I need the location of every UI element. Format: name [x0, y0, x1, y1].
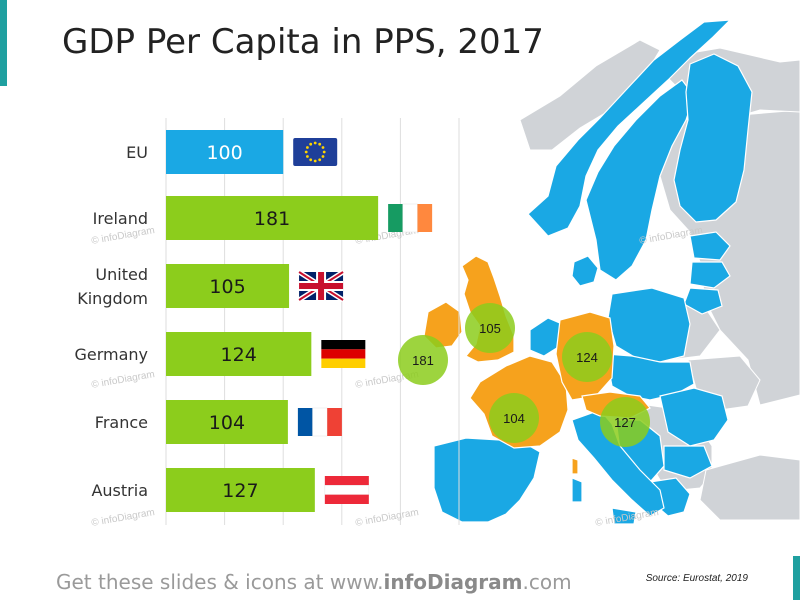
footer-prefix: Get these slides & icons at www.: [56, 570, 384, 594]
map-eu-land: [433, 19, 753, 525]
category-label: France: [95, 413, 148, 432]
left-accent-bar: [0, 0, 7, 86]
map-bubble-austria: 127: [600, 397, 650, 447]
map-bubble-value: 124: [576, 350, 598, 365]
ireland-flag-icon: [388, 203, 433, 233]
uk-flag-icon: [297, 269, 345, 303]
bar-france: [166, 400, 288, 444]
bar-value-label: 124: [221, 344, 257, 366]
chart-gridlines: [165, 118, 460, 525]
footer-suffix: .com: [522, 570, 572, 594]
map-bubble-value: 127: [614, 415, 636, 430]
watermark-text: © infoDiagram: [91, 369, 156, 391]
watermark-text: © infoDiagram: [355, 507, 420, 529]
footer-brand: infoDiagram: [383, 570, 523, 594]
footer-promo: Get these slides & icons at www.infoDiag…: [56, 570, 572, 594]
map-bubbles: 181 105 124 104 127: [398, 303, 650, 447]
watermark-text: © infoDiagram: [91, 225, 156, 247]
austria-flag-icon: [324, 476, 370, 504]
bars: 100 EU 181 Ireland 105 United Kingdom 124 German…: [74, 130, 433, 512]
category-label: Austria: [91, 481, 148, 500]
watermark-text: © infoDiagram: [595, 507, 660, 529]
bar-value-label: 181: [254, 208, 290, 230]
right-accent-bar: [793, 556, 800, 600]
category-label: Ireland: [93, 209, 148, 228]
france-flag-icon: [297, 407, 342, 437]
bar-austria: [166, 468, 315, 512]
bar-value-label: 127: [222, 480, 258, 502]
germany-flag-icon: [321, 340, 366, 368]
category-label: EU: [126, 143, 148, 162]
bar-value-label: 100: [206, 142, 242, 164]
bar-eu: [166, 130, 284, 174]
category-label: United Kingdom: [77, 265, 148, 308]
eu-flag-icon: [293, 138, 338, 166]
category-label: Germany: [74, 345, 148, 364]
map-bubble-ireland: 181: [398, 335, 448, 385]
map-bubble-united-kingdom: 105: [465, 303, 515, 353]
map-bubble-value: 105: [479, 321, 501, 336]
map-bubble-germany: 124: [562, 332, 612, 382]
source-note: Source: Eurostat, 2019: [645, 573, 748, 584]
map-bubble-value: 181: [412, 353, 434, 368]
map-bubble-value: 104: [503, 411, 525, 426]
map-bubble-france: 104: [489, 393, 539, 443]
watermark-text: © infoDiagram: [639, 225, 704, 247]
bar-germany: [166, 332, 312, 376]
bar-ireland: [166, 196, 379, 240]
bar-value-label: 105: [209, 276, 245, 298]
bar-united-kingdom: [166, 264, 290, 308]
watermark-text: © infoDiagram: [91, 507, 156, 529]
chart-title: GDP Per Capita in PPS, 2017: [62, 22, 544, 62]
bar-value-label: 104: [209, 412, 245, 434]
